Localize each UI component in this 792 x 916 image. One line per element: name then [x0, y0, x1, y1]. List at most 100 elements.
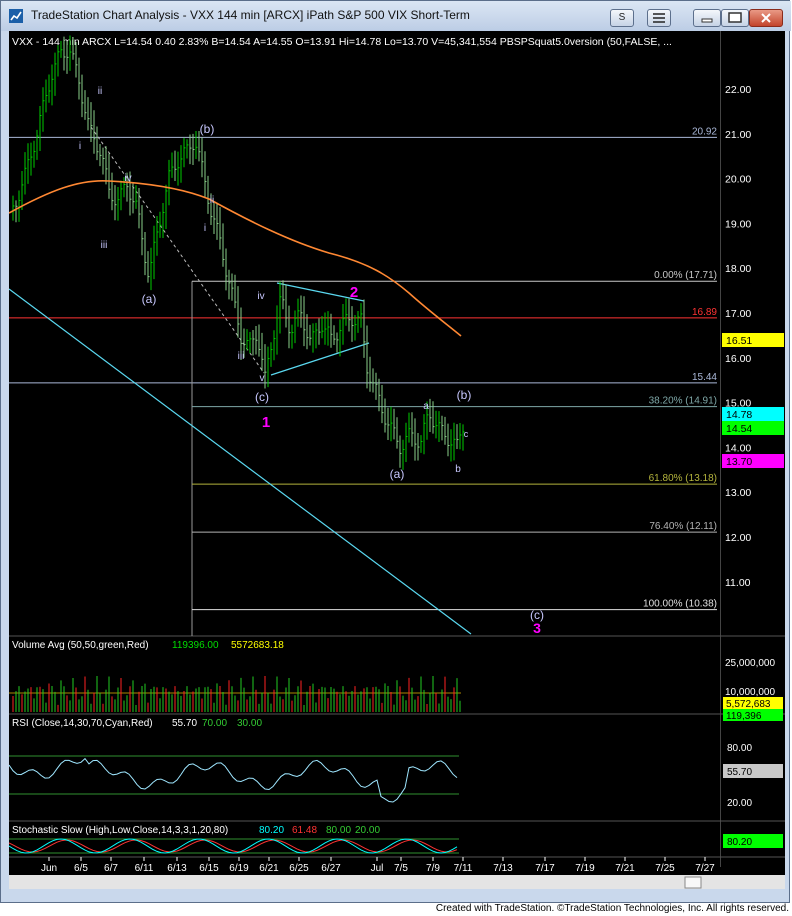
volume-tick-25m: 25,000,000	[725, 658, 775, 669]
stochastic-d: 61.48	[292, 825, 317, 836]
price-axis: 22.00 21.00 20.00 19.00 18.00 17.00 16.00 15.00…	[725, 84, 751, 589]
time-label: 7/5	[394, 863, 408, 874]
chart-canvas[interactable]: VXX - 144 min ARCX L=14.54 0.40 2.83% B=…	[8, 31, 785, 889]
price-tick: 22.00	[725, 84, 751, 96]
price-badge-label: 16.51	[726, 335, 752, 347]
price-tick: 11.00	[725, 577, 751, 589]
rsi-path	[8, 757, 458, 803]
time-label: 7/11	[454, 863, 473, 874]
stochastic-badge-label: 80.20	[727, 837, 752, 848]
wave-label: c	[464, 429, 469, 439]
rsi-badge-label: 55.70	[727, 767, 752, 778]
time-label: 7/19	[575, 863, 595, 874]
time-label: Jun	[41, 863, 57, 874]
time-label: 6/27	[321, 863, 341, 874]
stochastic-ob: 80.00	[326, 825, 351, 836]
horizontal-scrollbar[interactable]	[9, 875, 785, 889]
tradestation-app-icon	[9, 9, 23, 23]
volume-badge-vol	[723, 709, 783, 721]
rsi-oversold: 30.00	[237, 718, 262, 729]
chart-menu-button[interactable]	[647, 9, 671, 27]
rsi-tick-20: 20.00	[727, 798, 752, 809]
fib-level-label: 0.00% (17.71)	[654, 270, 717, 281]
wave-label: ii	[210, 195, 214, 206]
rsi-overbought: 70.00	[202, 718, 227, 729]
title-bar: TradeStation Chart Analysis - VXX 144 mi…	[1, 1, 791, 31]
stochastic-k: 80.20	[259, 825, 284, 836]
wave-label: 3	[533, 620, 541, 636]
price-tick: 14.00	[725, 442, 751, 454]
price-badge	[722, 421, 784, 435]
stochastic-k-line	[8, 838, 458, 854]
footer: Created with TradeStation. ©TradeStation…	[0, 903, 792, 916]
price-badge	[722, 333, 784, 347]
price-tick: 21.00	[725, 129, 751, 141]
moving-average	[8, 179, 462, 337]
wave-label: (a)	[390, 467, 405, 481]
wave-label: (b)	[200, 122, 215, 136]
minimize-icon	[701, 18, 713, 23]
close-icon	[761, 13, 771, 23]
time-label: 6/15	[199, 863, 219, 874]
wave-label: i	[204, 223, 206, 234]
wave-label: 1	[262, 414, 270, 431]
time-label: 7/27	[695, 863, 715, 874]
wave-label: 2	[350, 284, 358, 301]
level-label: 15.44	[692, 372, 717, 383]
stochastic-lines	[8, 838, 458, 854]
s-button[interactable]: S	[610, 9, 634, 27]
level-label: 20.92	[692, 126, 717, 137]
wave-label: (a)	[142, 292, 157, 306]
chart-area[interactable]: VXX - 144 min ARCX L=14.54 0.40 2.83% B=…	[8, 31, 785, 889]
price-badge	[722, 454, 784, 468]
fib-level-label: 76.40% (12.11)	[649, 521, 717, 532]
stochastic-title: Stochastic Slow (High,Low,Close,14,3,3,1…	[12, 825, 228, 836]
rsi-badge	[723, 764, 783, 778]
volume-badge-avg	[723, 697, 783, 709]
price-tick: 19.00	[725, 218, 751, 230]
fib-level-label: 61.80% (13.18)	[649, 473, 717, 484]
rsi-value: 55.70	[172, 718, 197, 729]
price-badge-label: 14.78	[726, 409, 752, 421]
time-axis: Jun 6/5 6/7 6/11 6/13 6/15 6/19 6/21 6/25 6/27 Jul…	[41, 857, 715, 874]
trendlines[interactable]	[8, 126, 472, 635]
time-label: 6/5	[74, 863, 88, 874]
price-badge-label: 13.70	[726, 456, 752, 468]
stochastic-os: 20.00	[355, 825, 380, 836]
fibonacci-retracement[interactable]: 0.00% (17.71) 38.20% (14.91) 61.80% (13.18…	[191, 270, 717, 636]
price-tick: 17.00	[725, 308, 751, 320]
time-label: 6/19	[229, 863, 249, 874]
price-badge	[722, 407, 784, 421]
fib-level-label: 38.20% (14.91)	[649, 396, 717, 407]
wave-label: v	[260, 373, 265, 384]
rsi-line	[8, 757, 458, 803]
close-button[interactable]	[749, 9, 783, 27]
rsi-tick-80: 80.00	[727, 743, 752, 754]
volume-tick-10m: 10,000,000	[725, 687, 775, 698]
time-label: 6/7	[104, 863, 118, 874]
price-bars	[12, 35, 465, 470]
time-label: 6/21	[259, 863, 279, 874]
price-tick: 15.00	[725, 398, 751, 410]
wave-label: iv	[257, 291, 264, 302]
minimize-button[interactable]	[693, 9, 721, 27]
price-tick: 20.00	[725, 174, 751, 186]
time-label: 6/25	[289, 863, 309, 874]
volume-value2: 5572683.18	[231, 640, 284, 651]
volume-title: Volume Avg (50,50,green,Red)	[12, 640, 149, 651]
price-tick: 18.00	[725, 263, 751, 275]
wave-label: (b)	[457, 388, 472, 402]
fib-level-label: 100.00% (10.38)	[643, 599, 717, 610]
price-tick: 16.00	[725, 353, 751, 365]
volume-badge-avg-label: 5,572,683	[726, 699, 771, 710]
copyright-text: Created with TradeStation. ©TradeStation…	[435, 903, 789, 914]
menu-icon	[653, 13, 665, 23]
volume-value1: 119396.00	[172, 640, 219, 651]
symbol-header: VXX - 144 min ARCX L=14.54 0.40 2.83% B=…	[12, 36, 672, 48]
maximize-button[interactable]	[721, 9, 749, 27]
time-label: 7/9	[426, 863, 440, 874]
scrollbar-thumb[interactable]	[684, 876, 702, 889]
stochastic-d-line	[8, 839, 458, 853]
horizontal-levels[interactable]: 20.92 16.89 15.44	[9, 126, 717, 384]
